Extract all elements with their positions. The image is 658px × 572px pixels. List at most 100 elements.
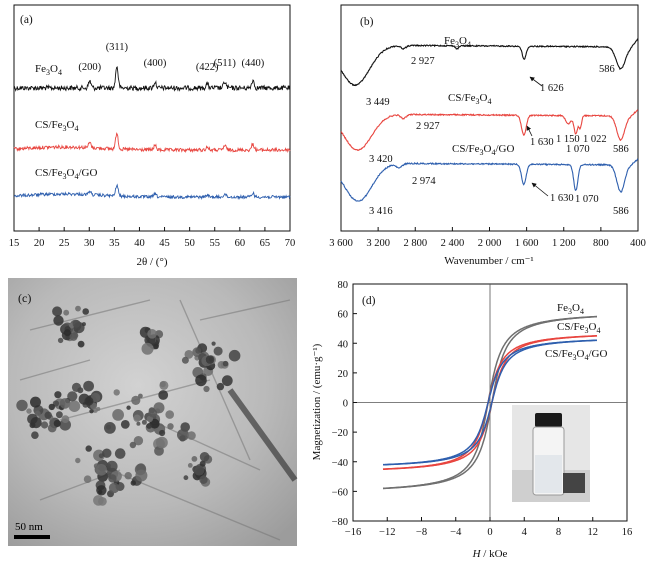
- panel-b-series-label-cs-fe3o4: CS/Fe3O4: [448, 92, 491, 106]
- panel-a-xtick-label: 55: [209, 238, 220, 249]
- tem-nanoparticle: [72, 320, 81, 328]
- panel-a-xtick-label: 25: [59, 238, 70, 249]
- panel-a-peak-labels: (200) (311) (400) (422)(511) (440): [78, 42, 264, 73]
- tem-nanoparticle: [138, 393, 143, 399]
- tem-nanoparticle: [83, 380, 94, 392]
- panel-d-label: (d): [362, 295, 376, 307]
- tem-sheet-edge: [29, 299, 151, 331]
- tem-nanoparticle: [34, 410, 41, 417]
- panel-a-xtick-label: 15: [9, 238, 20, 249]
- panel-b-annot-go-586: 586: [613, 206, 629, 217]
- tem-nanoparticle: [63, 309, 70, 316]
- panel-c-tem: (c) 50 nm: [8, 278, 298, 546]
- tem-nanoparticle: [203, 385, 210, 393]
- panel-d-xtick-label: 16: [622, 527, 633, 538]
- inset-photo-vial: [512, 405, 590, 502]
- panel-b-annot-fe3o4-1626: 1 626: [540, 83, 564, 94]
- panel-d-xtick-label: 0: [487, 527, 492, 538]
- tem-nanoparticle: [61, 415, 70, 423]
- panel-a-peak-label: (422): [196, 62, 219, 73]
- tem-nanoparticle: [54, 391, 62, 399]
- panel-b-annot-cs-586: 586: [613, 144, 629, 155]
- tem-nanoparticle: [124, 472, 132, 480]
- panel-b-series-line: [340, 38, 639, 87]
- panel-d-series-line: [383, 339, 597, 466]
- panel-a-peak-label: (311): [106, 42, 129, 53]
- panel-d-ytick-label: 80: [338, 280, 349, 291]
- tem-nanoparticle: [82, 308, 89, 315]
- tem-nanoparticle: [133, 414, 141, 422]
- tem-nanoparticle: [95, 464, 108, 476]
- tem-nanoparticle: [165, 410, 174, 419]
- panel-b-xtick-label: 1 600: [515, 238, 539, 249]
- tem-sheet-edge: [19, 359, 91, 381]
- panel-d-ytick-label: −40: [332, 458, 348, 469]
- tem-nanoparticle: [108, 482, 120, 494]
- magnet: [563, 473, 585, 493]
- panel-a-xtick-label: 65: [260, 238, 271, 249]
- panel-d-series-label-cs-fe3o4-go: CS/Fe3O4/GO: [545, 348, 607, 362]
- panel-b-annot-fe3o4-2927: 2 927: [411, 56, 435, 67]
- panel-a-curves: [13, 66, 291, 200]
- panel-a-frame: [13, 4, 291, 232]
- panel-d-ytick-label: −20: [332, 428, 348, 439]
- tem-nanoparticle: [129, 441, 137, 449]
- panel-c-label: (c): [18, 291, 31, 305]
- panel-d-ytick-label: −80: [332, 517, 348, 528]
- tem-nanoparticle: [102, 448, 112, 458]
- tem-nanoparticle: [149, 418, 160, 429]
- tem-nanoparticle: [81, 322, 86, 327]
- panel-d-ytick-label: −60: [332, 487, 348, 498]
- panel-b-label: (b): [360, 16, 374, 28]
- tem-nanoparticle: [141, 342, 154, 355]
- tem-nanoparticle: [89, 409, 94, 414]
- tem-nanoparticle: [113, 389, 120, 396]
- tem-nanoparticle: [146, 423, 153, 429]
- panel-b-annot-cs-1630: 1 630: [530, 137, 554, 148]
- tem-nanoparticle: [68, 400, 81, 413]
- panel-a-xtick-label: 20: [34, 238, 45, 249]
- tem-nanoparticle: [141, 419, 147, 425]
- tem-nanoparticle: [78, 393, 90, 405]
- panel-a-xticks: 15 20 25 30 35 40 45 50 55 60 65 70: [9, 227, 296, 249]
- tem-nanoparticle: [133, 436, 144, 446]
- tem-nanoparticle: [44, 411, 52, 419]
- tem-nanoparticle: [211, 341, 216, 346]
- panel-d-xtick-label: −16: [345, 527, 361, 538]
- tem-nanoparticle: [184, 350, 194, 359]
- tem-nanoparticle: [71, 382, 82, 392]
- scale-bar: [14, 535, 50, 539]
- panel-b-xticks: 3 600 3 200 2 800 2 400 2 000 1 600 1 200 800 40…: [329, 227, 646, 249]
- tem-nanoparticle: [106, 424, 111, 430]
- panel-a-label: (a): [20, 14, 33, 26]
- panel-a-series-label-fe3o4: Fe3O4: [35, 63, 62, 77]
- tem-nanoparticle: [48, 403, 55, 411]
- panel-b-annot-go-3416: 3 416: [369, 206, 393, 217]
- panel-a-peak-label: (200): [78, 62, 101, 73]
- tem-nanoparticle: [183, 475, 189, 481]
- panel-b-curves: [340, 38, 639, 202]
- tem-nanoparticle: [205, 355, 215, 364]
- tem-nanoparticle: [222, 360, 229, 367]
- panel-b-xtick-label: 400: [630, 238, 646, 249]
- tem-nanoparticle: [130, 480, 136, 486]
- panel-d-xtick-label: 12: [588, 527, 599, 538]
- tem-nanoparticle: [191, 456, 198, 462]
- tem-image-texture: [16, 299, 298, 541]
- panel-d-ytick-label: 20: [338, 369, 349, 380]
- tem-nanoparticle: [77, 340, 85, 348]
- panel-a-peak-label: (400): [144, 58, 167, 69]
- tem-nanoparticle: [112, 409, 124, 421]
- panel-a-series-line: [13, 132, 291, 154]
- panel-a-xtick-label: 70: [285, 238, 296, 249]
- panel-a-xtick-label: 50: [184, 238, 195, 249]
- tem-nanoparticle: [41, 421, 49, 429]
- tem-nanoparticle: [148, 408, 158, 418]
- tem-nanoparticle: [187, 463, 193, 468]
- panel-a-xtick-label: 30: [84, 238, 95, 249]
- tem-nanoparticle: [213, 346, 223, 356]
- panel-a-xrd: (a) 15 20 25 30 35 40 45 50 55 60 65 70 2θ / (°) (2…: [9, 4, 296, 268]
- panel-b-series-line: [340, 158, 639, 202]
